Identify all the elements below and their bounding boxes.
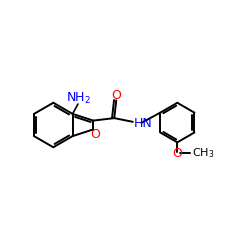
Text: HN: HN xyxy=(134,116,153,130)
Text: O: O xyxy=(90,128,100,141)
Text: O: O xyxy=(111,90,121,102)
Text: CH$_3$: CH$_3$ xyxy=(192,146,215,160)
Text: NH$_2$: NH$_2$ xyxy=(66,91,90,106)
Text: O: O xyxy=(172,147,182,160)
